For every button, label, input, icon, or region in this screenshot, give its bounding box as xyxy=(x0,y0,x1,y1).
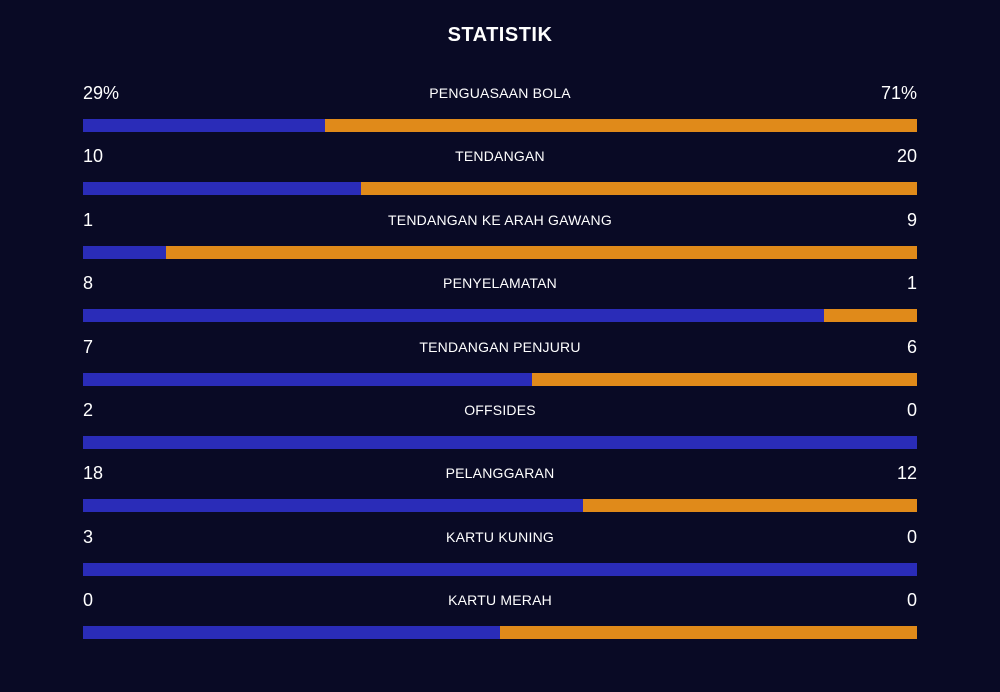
home-value: 0 xyxy=(83,590,94,611)
home-bar-segment xyxy=(83,626,500,640)
home-value: 29% xyxy=(83,83,120,103)
stat-row-red-cards: 0 KARTU MERAH 0 xyxy=(83,587,917,650)
stat-bar xyxy=(83,119,917,132)
away-bar-segment xyxy=(824,309,917,323)
stat-bar xyxy=(83,309,917,323)
home-value: 2 xyxy=(83,399,94,420)
stat-bar xyxy=(83,372,917,386)
home-value: 18 xyxy=(83,463,104,484)
away-value: 0 xyxy=(906,590,917,611)
home-value: 8 xyxy=(83,273,94,294)
stat-label: TENDANGAN xyxy=(455,148,545,165)
home-bar-segment xyxy=(83,119,325,132)
stat-label: OFFSIDES xyxy=(464,401,536,418)
stat-label: KARTU KUNING xyxy=(446,528,554,545)
home-bar-segment xyxy=(83,562,917,576)
stat-label: TENDANGAN PENJURU xyxy=(419,338,581,355)
away-bar-segment xyxy=(500,626,917,640)
stat-row-possession: 29% PENGUASAAN BOLA 71% xyxy=(83,80,917,143)
stat-bar xyxy=(83,245,917,259)
home-value: 1 xyxy=(83,209,94,230)
home-bar-segment xyxy=(83,245,166,259)
home-value: 7 xyxy=(83,336,94,357)
stat-row-corners: 7 TENDANGAN PENJURU 6 xyxy=(83,334,917,397)
stat-label: KARTU MERAH xyxy=(448,592,552,609)
stat-row-shots: 10 TENDANGAN 20 xyxy=(83,143,917,206)
home-bar-segment xyxy=(83,372,532,386)
away-value: 9 xyxy=(906,209,917,230)
stat-bar xyxy=(83,626,917,640)
home-bar-segment xyxy=(83,309,824,323)
stat-bar xyxy=(83,182,917,196)
away-value: 71% xyxy=(880,83,917,103)
stats-list: 29% PENGUASAAN BOLA 71% 10 TENDANGAN 20 xyxy=(83,80,917,651)
away-bar-segment xyxy=(361,182,917,196)
stat-label: PENGUASAAN BOLA xyxy=(429,85,571,101)
stat-bar xyxy=(83,435,917,449)
home-bar-segment xyxy=(83,182,361,196)
away-value: 6 xyxy=(906,336,917,357)
away-bar-segment xyxy=(532,372,917,386)
stat-bar xyxy=(83,499,917,513)
stat-bar xyxy=(83,562,917,576)
stat-row-yellow-cards: 3 KARTU KUNING 0 xyxy=(83,524,917,587)
away-value: 12 xyxy=(896,463,917,484)
away-value: 1 xyxy=(906,273,917,294)
away-value: 0 xyxy=(906,526,917,547)
statistics-title: STATISTIK xyxy=(447,24,553,46)
away-bar-segment xyxy=(325,119,917,132)
stat-row-offsides: 2 OFFSIDES 0 xyxy=(83,397,917,460)
stat-row-saves: 8 PENYELAMATAN 1 xyxy=(83,270,917,333)
stat-row-shots-on-target: 1 TENDANGAN KE ARAH GAWANG 9 xyxy=(83,207,917,270)
away-bar-segment xyxy=(166,245,917,259)
away-value: 20 xyxy=(896,146,917,167)
stat-label: PELANGGARAN xyxy=(445,465,555,482)
stat-label: TENDANGAN KE ARAH GAWANG xyxy=(388,211,612,228)
home-bar-segment xyxy=(83,499,583,513)
home-value: 3 xyxy=(83,526,94,547)
home-bar-segment xyxy=(83,435,917,449)
away-value: 0 xyxy=(906,399,917,420)
home-value: 10 xyxy=(83,146,104,167)
stat-row-fouls: 18 PELANGGARAN 12 xyxy=(83,460,917,523)
stat-label: PENYELAMATAN xyxy=(443,275,557,292)
away-bar-segment xyxy=(583,499,917,513)
